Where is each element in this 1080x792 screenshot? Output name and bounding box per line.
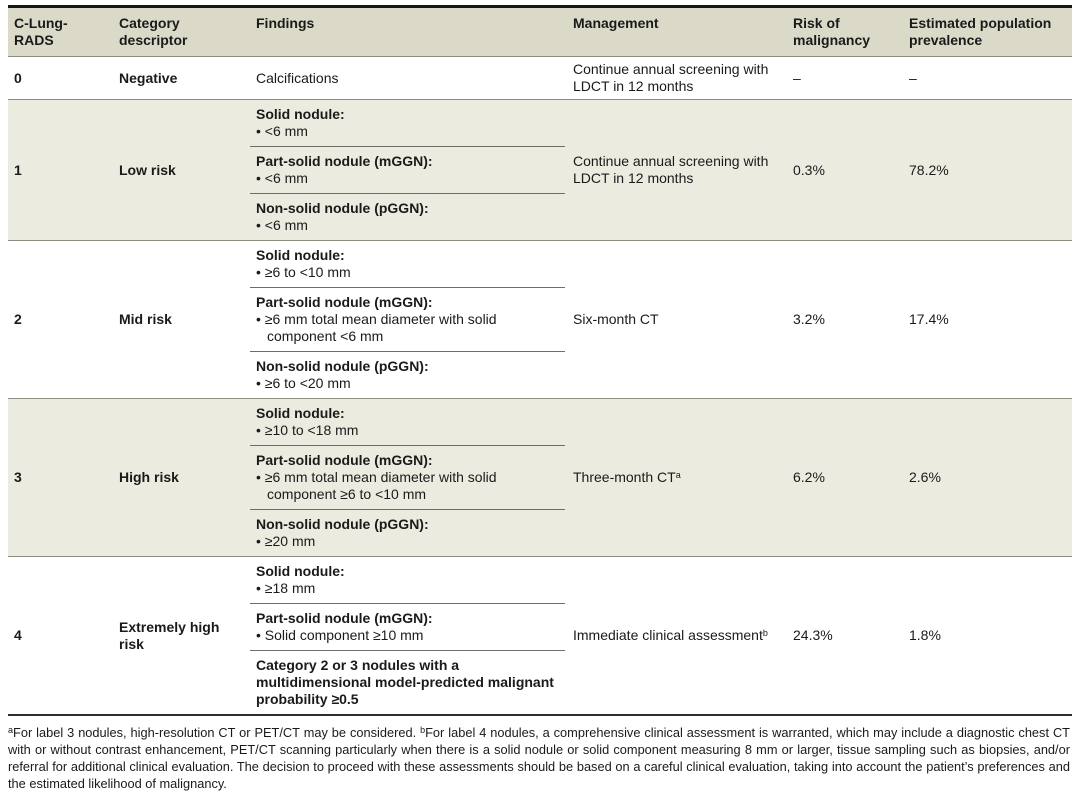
column-header-category-descriptor: Category descriptor xyxy=(119,15,188,48)
cell-risk-of-malignancy: 3.2% xyxy=(793,311,825,327)
column-header-risk-of-malignancy: Risk of malignancy xyxy=(793,15,871,48)
footnote-text: aFor label 3 nodules, high-resolution CT… xyxy=(8,724,1070,792)
footnote-marker-b: b xyxy=(420,725,426,735)
finding-group: Part-solid nodule (mGGN):≥6 mm total mea… xyxy=(250,445,565,509)
column-header-estimated-population-prevalence: Estimated population prevalence xyxy=(909,15,1052,48)
finding-bullet: ≥18 mm xyxy=(256,580,557,597)
cell-population-prevalence: – xyxy=(909,69,917,86)
column-header-c-lung-rads: C-Lung-RADS xyxy=(14,15,68,48)
management-text: Immediate clinical assessmentb xyxy=(573,627,768,643)
finding-group: Solid nodule:≥6 to <10 mm xyxy=(250,241,565,287)
cell-population-prevalence: 2.6% xyxy=(909,469,941,485)
finding-group: Non-solid nodule (pGGN):≥20 mm xyxy=(250,509,565,556)
cell-grade: 2 xyxy=(14,311,22,327)
footnote-a-text: For label 3 nodules, high-resolution CT … xyxy=(13,725,421,740)
finding-title: Part-solid nodule (mGGN): xyxy=(256,153,433,169)
cell-grade: 0 xyxy=(14,69,22,86)
finding-group: Solid nodule:≥18 mm xyxy=(250,557,565,603)
table-header-row: C-Lung-RADS Category descriptor Findings… xyxy=(8,8,1072,56)
cell-population-prevalence: 1.8% xyxy=(909,627,941,643)
cell-grade: 3 xyxy=(14,469,22,485)
cell-management: Continue annual screening with LDCT in 1… xyxy=(567,100,787,240)
cell-management: Three-month CTa xyxy=(567,399,787,556)
finding-bullet: ≥10 to <18 mm xyxy=(256,422,557,439)
cell-management: Continue annual screening with LDCT in 1… xyxy=(567,57,787,99)
footnote-marker-a: a xyxy=(8,725,14,735)
finding-bullet: <6 mm xyxy=(256,170,557,187)
management-text: Six-month CT xyxy=(573,311,659,327)
management-footnote-marker: a xyxy=(675,470,681,480)
finding-bullet: ≥6 to <20 mm xyxy=(256,375,557,392)
finding-bullet: ≥6 to <10 mm xyxy=(256,264,557,281)
finding-bullet: ≥6 mm total mean diameter with solid com… xyxy=(256,311,557,345)
cell-category-descriptor: High risk xyxy=(119,469,179,485)
cell-management: Immediate clinical assessmentb xyxy=(567,557,787,714)
finding-bullet: ≥6 mm total mean diameter with solid com… xyxy=(256,469,557,503)
finding-title: Solid nodule: xyxy=(256,405,345,421)
finding-title: Solid nodule: xyxy=(256,106,345,122)
footnote: aFor label 3 nodules, high-resolution CT… xyxy=(8,714,1072,792)
finding-group: Part-solid nodule (mGGN):≥6 mm total mea… xyxy=(250,287,565,351)
management-text: Three-month CTa xyxy=(573,469,681,485)
cell-category-descriptor: Extremely high risk xyxy=(119,618,220,652)
finding-title: Part-solid nodule (mGGN): xyxy=(256,452,433,468)
finding-title: Non-solid nodule (pGGN): xyxy=(256,200,429,216)
finding-bullet: <6 mm xyxy=(256,217,557,234)
c-lung-rads-table: C-Lung-RADS Category descriptor Findings… xyxy=(8,5,1072,714)
finding-group: Part-solid nodule (mGGN):Solid component… xyxy=(250,603,565,650)
management-text: Continue annual screening with LDCT in 1… xyxy=(573,61,769,94)
cell-grade: 1 xyxy=(14,161,22,178)
cell-category-descriptor: Mid risk xyxy=(119,311,172,327)
management-footnote-marker: b xyxy=(762,628,768,638)
finding-group: Category 2 or 3 nodules with a multidime… xyxy=(250,650,565,714)
cell-population-prevalence: 78.2% xyxy=(909,161,949,178)
table-row-category-0: 0 Negative Calcifications Continue annual s… xyxy=(8,56,1072,99)
finding-group: Solid nodule:≥10 to <18 mm xyxy=(250,399,565,445)
table-body: 0 Negative Calcifications Continue annual s… xyxy=(8,56,1072,714)
finding-bullet: Solid component ≥10 mm xyxy=(256,627,557,644)
finding-title: Category 2 or 3 nodules with a multidime… xyxy=(256,657,554,707)
cell-risk-of-malignancy: 6.2% xyxy=(793,469,825,485)
finding-text: Calcifications xyxy=(256,69,339,86)
cell-population-prevalence: 17.4% xyxy=(909,311,949,327)
finding-title: Part-solid nodule (mGGN): xyxy=(256,610,433,626)
finding-group: Non-solid nodule (pGGN):≥6 to <20 mm xyxy=(250,351,565,398)
finding-group: Calcifications xyxy=(250,64,565,93)
finding-bullet: <6 mm xyxy=(256,123,557,140)
finding-group: Non-solid nodule (pGGN):<6 mm xyxy=(250,193,565,240)
finding-title: Part-solid nodule (mGGN): xyxy=(256,294,433,310)
column-header-findings: Findings xyxy=(256,15,315,31)
finding-group: Part-solid nodule (mGGN):<6 mm xyxy=(250,146,565,193)
column-header-management: Management xyxy=(573,15,659,31)
finding-group: Solid nodule:<6 mm xyxy=(250,100,565,146)
cell-management: Six-month CT xyxy=(567,241,787,398)
cell-risk-of-malignancy: 24.3% xyxy=(793,627,833,643)
cell-grade: 4 xyxy=(14,627,22,643)
management-text: Continue annual screening with LDCT in 1… xyxy=(573,153,769,186)
cell-risk-of-malignancy: – xyxy=(793,69,801,86)
finding-title: Solid nodule: xyxy=(256,247,345,263)
cell-risk-of-malignancy: 0.3% xyxy=(793,161,825,178)
finding-title: Non-solid nodule (pGGN): xyxy=(256,516,429,532)
finding-title: Solid nodule: xyxy=(256,563,345,579)
cell-findings: Calcifications xyxy=(250,57,567,99)
finding-bullet: ≥20 mm xyxy=(256,533,557,550)
cell-category-descriptor: Negative xyxy=(119,69,178,86)
finding-title: Non-solid nodule (pGGN): xyxy=(256,358,429,374)
cell-category-descriptor: Low risk xyxy=(119,161,176,178)
